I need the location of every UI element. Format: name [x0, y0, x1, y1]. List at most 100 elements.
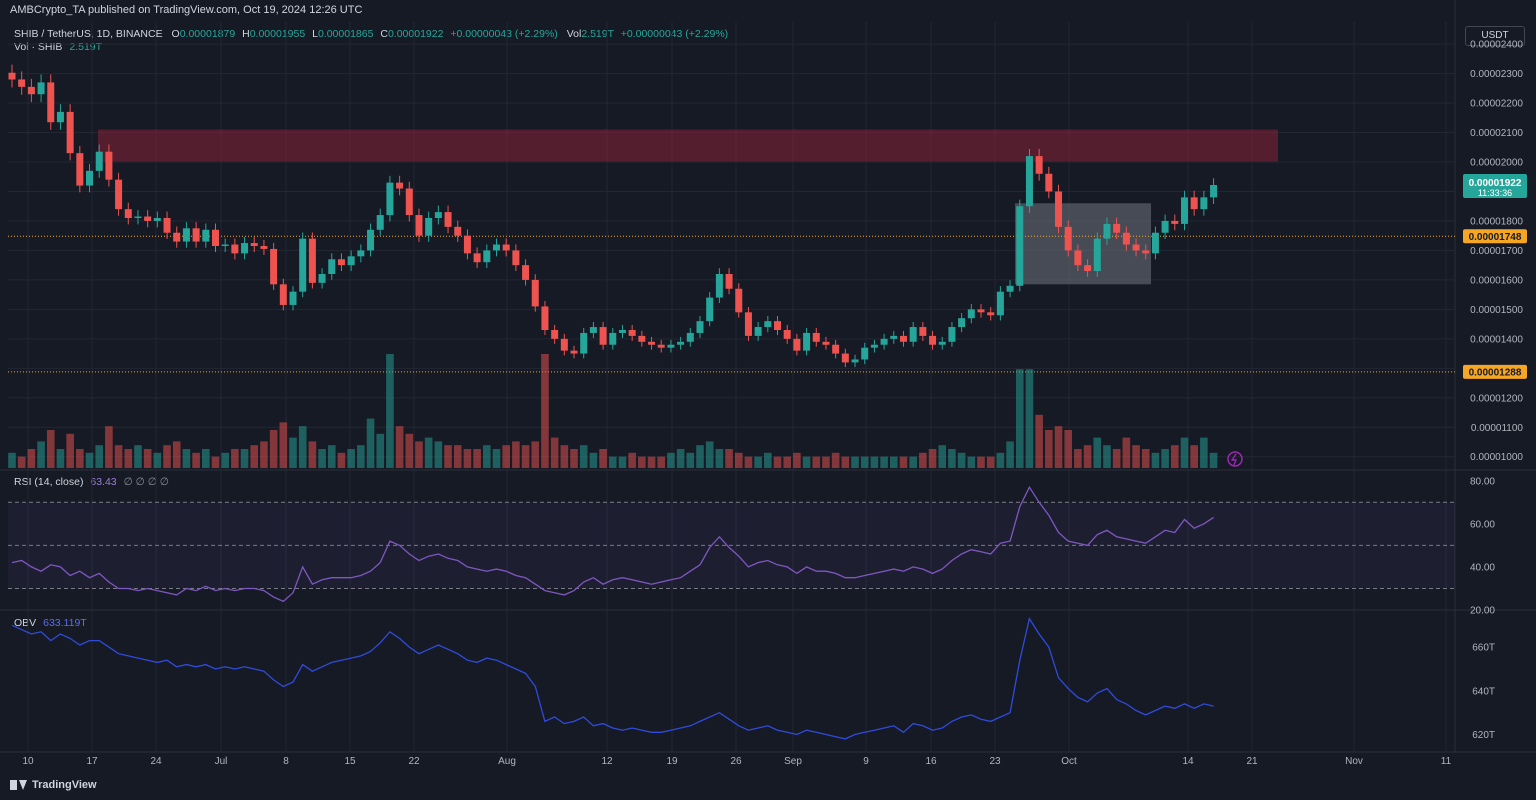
candle-body — [899, 335, 907, 342]
candle-body — [977, 309, 985, 313]
x-tick-label: Nov — [1345, 756, 1363, 767]
volume-bar — [957, 452, 966, 468]
obv-legend: OBV 633.119T — [14, 617, 87, 629]
candle-body — [1064, 226, 1072, 251]
y-tick-label: 0.00002400 — [1470, 40, 1523, 51]
volume-bar — [163, 445, 171, 468]
candle-body — [182, 228, 190, 242]
volume-bar — [996, 452, 1005, 468]
candle-body — [47, 82, 55, 123]
volume-bar — [725, 449, 733, 468]
x-tick-label: Jul — [215, 756, 228, 767]
volume-bar — [337, 452, 346, 468]
volume-bar — [1064, 430, 1073, 468]
volume-bar — [986, 456, 995, 468]
x-tick-label: 16 — [925, 756, 937, 767]
volume-bar — [444, 445, 452, 468]
x-tick-label: 9 — [863, 756, 869, 767]
rsi-tick-label: 60.00 — [1470, 519, 1495, 530]
candle-body — [328, 259, 336, 274]
volume-bar — [744, 456, 753, 468]
candle-body — [66, 111, 74, 154]
candle-body — [1113, 223, 1121, 233]
volume-bar — [279, 422, 288, 468]
volume-bar — [66, 433, 74, 468]
volume-bar — [473, 449, 481, 468]
volume-bar — [754, 456, 762, 468]
candle-body — [434, 212, 442, 218]
candle-body — [454, 226, 462, 236]
vol-value: 2.519T — [581, 28, 614, 40]
volume-bar — [95, 445, 104, 468]
volume-bar — [37, 441, 45, 468]
rsi-legend-value: 63.43 — [90, 476, 117, 488]
obv-line — [11, 617, 1214, 740]
candle-body — [822, 341, 830, 345]
volume-bar — [638, 456, 646, 468]
obv-legend-label[interactable]: OBV — [14, 617, 37, 629]
chart-zones — [8, 129, 1455, 373]
volume-bar — [502, 445, 510, 468]
x-tick-label: 10 — [22, 756, 34, 767]
y-tick-label: 0.00002000 — [1470, 158, 1523, 169]
symbol-title[interactable]: SHIB / TetherUS, 1D, BINANCE — [14, 28, 163, 40]
candle-body — [589, 327, 597, 333]
volume-bar — [676, 449, 685, 468]
volume-bar — [570, 449, 578, 468]
level-tag-1: 0.00001748 — [1469, 232, 1522, 243]
candle-body — [56, 111, 64, 123]
volume-bar — [541, 354, 549, 468]
volume-bar — [182, 449, 191, 468]
volume-bar — [1122, 437, 1131, 468]
tradingview-logo[interactable]: TradingView — [10, 779, 97, 791]
volume-bar — [783, 456, 791, 468]
countdown-tag: 11:33:36 — [1478, 188, 1512, 198]
volume-bar — [899, 456, 908, 468]
currency-button[interactable]: USDT — [1465, 26, 1525, 46]
candle-body — [318, 274, 326, 283]
last-price-tag: 0.00001922 — [1469, 178, 1522, 189]
volume-bar — [318, 449, 326, 468]
candle-body — [560, 338, 568, 351]
vol-change: +0.00000043 (+2.29%) — [620, 28, 729, 40]
candle-body — [299, 238, 307, 292]
candle-body — [279, 284, 287, 305]
volume-bar — [793, 452, 801, 468]
rsi-legend-label[interactable]: RSI (14, close) — [14, 476, 84, 488]
volume-bar — [1103, 445, 1111, 468]
tradingview-brand: TradingView — [32, 779, 97, 791]
candle-body — [1210, 184, 1218, 198]
publisher-line: AMBCrypto_TA published on TradingView.co… — [10, 4, 363, 16]
candle-body — [735, 288, 743, 313]
candle-body — [289, 291, 297, 305]
volume-bar — [289, 437, 297, 468]
volume-bar — [589, 452, 598, 468]
candle-body — [153, 218, 161, 221]
candle-body — [618, 330, 626, 333]
candle-body — [870, 344, 878, 348]
volume-bar — [928, 449, 937, 468]
candle-body — [793, 338, 801, 351]
candle-body — [221, 244, 229, 246]
volume-bar — [1015, 369, 1024, 468]
volume-bar — [27, 449, 36, 468]
candle-body — [783, 330, 791, 339]
rsi-legend: RSI (14, close) 63.43 ∅ ∅ ∅ ∅ — [14, 476, 169, 488]
volume-bar — [870, 456, 879, 468]
volume-bar — [531, 441, 540, 468]
volume-bar — [453, 445, 462, 468]
candle-body — [1025, 156, 1033, 207]
last-price-tag-bg — [1463, 173, 1527, 198]
candle-body — [163, 218, 171, 233]
candle-body — [725, 274, 733, 289]
volume-bar — [608, 456, 617, 468]
volume-bar — [347, 449, 355, 468]
volume-bar — [231, 449, 239, 468]
candle-body — [648, 341, 656, 345]
volume-bar — [831, 452, 840, 468]
obv-legend-value: 633.119T — [43, 617, 87, 629]
candle-body — [696, 321, 704, 333]
volume-bar — [948, 449, 956, 468]
